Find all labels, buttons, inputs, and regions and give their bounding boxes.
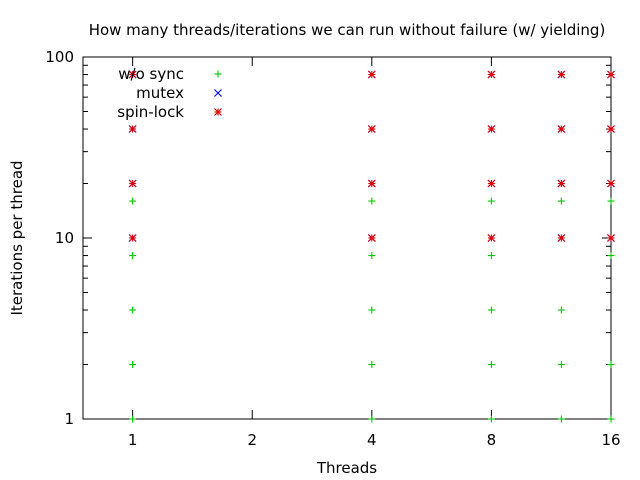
legend-label: mutex — [136, 84, 184, 102]
data-point — [607, 252, 615, 260]
data-point — [128, 234, 137, 242]
legend-label: w/o sync — [118, 65, 184, 83]
x-axis-label: Threads — [316, 459, 377, 477]
data-point — [368, 252, 376, 260]
data-point — [367, 70, 376, 79]
data-point — [129, 361, 137, 369]
data-point — [487, 234, 496, 242]
data-point — [487, 125, 496, 133]
data-point — [128, 70, 137, 79]
x-tick-label: 16 — [601, 431, 620, 449]
y-tick-label: 10 — [55, 229, 74, 247]
legend-label: spin-lock — [117, 103, 184, 121]
data-point — [557, 234, 566, 242]
data-point — [487, 179, 496, 188]
y-tick-label: 100 — [45, 48, 74, 66]
data-marks — [128, 70, 615, 423]
data-point — [557, 70, 566, 79]
data-point — [368, 306, 376, 314]
series-spin-lock — [128, 70, 615, 242]
legend-marker — [214, 108, 222, 116]
x-tick-label: 8 — [487, 431, 497, 449]
y-axis-label: Iterations per thread — [8, 160, 26, 315]
data-point — [607, 179, 615, 188]
data-point — [557, 306, 565, 314]
axes: 1 2 4 8 16 1 10 100 — [45, 48, 620, 449]
data-point — [607, 197, 615, 205]
data-point — [128, 125, 137, 133]
data-point — [367, 234, 376, 242]
data-point — [607, 125, 615, 133]
data-point — [368, 197, 376, 205]
data-point — [487, 361, 495, 369]
data-point — [607, 415, 615, 423]
data-point — [607, 234, 615, 242]
data-point — [557, 197, 565, 205]
x-tick-label: 2 — [247, 431, 257, 449]
data-point — [129, 415, 137, 423]
data-point — [487, 415, 495, 423]
legend-marker — [214, 89, 222, 97]
data-point — [368, 415, 376, 423]
data-point — [487, 252, 495, 260]
legend-marker — [214, 70, 222, 78]
series-w-o-sync — [129, 197, 615, 423]
data-point — [129, 306, 137, 314]
data-point — [557, 125, 566, 133]
data-point — [129, 252, 137, 260]
data-point — [368, 361, 376, 369]
data-point — [557, 179, 566, 188]
data-point — [607, 361, 615, 369]
data-point — [607, 70, 615, 79]
data-point — [128, 179, 137, 188]
x-tick-label: 4 — [367, 431, 377, 449]
x-tick-label: 1 — [128, 431, 138, 449]
data-point — [487, 197, 495, 205]
data-point — [557, 415, 565, 423]
chart-title: How many threads/iterations we can run w… — [89, 21, 606, 39]
data-point — [487, 306, 495, 314]
y-tick-label: 1 — [64, 410, 74, 428]
data-point — [129, 197, 137, 205]
data-point — [367, 179, 376, 188]
data-point — [487, 70, 496, 79]
data-point — [367, 125, 376, 133]
data-point — [557, 361, 565, 369]
